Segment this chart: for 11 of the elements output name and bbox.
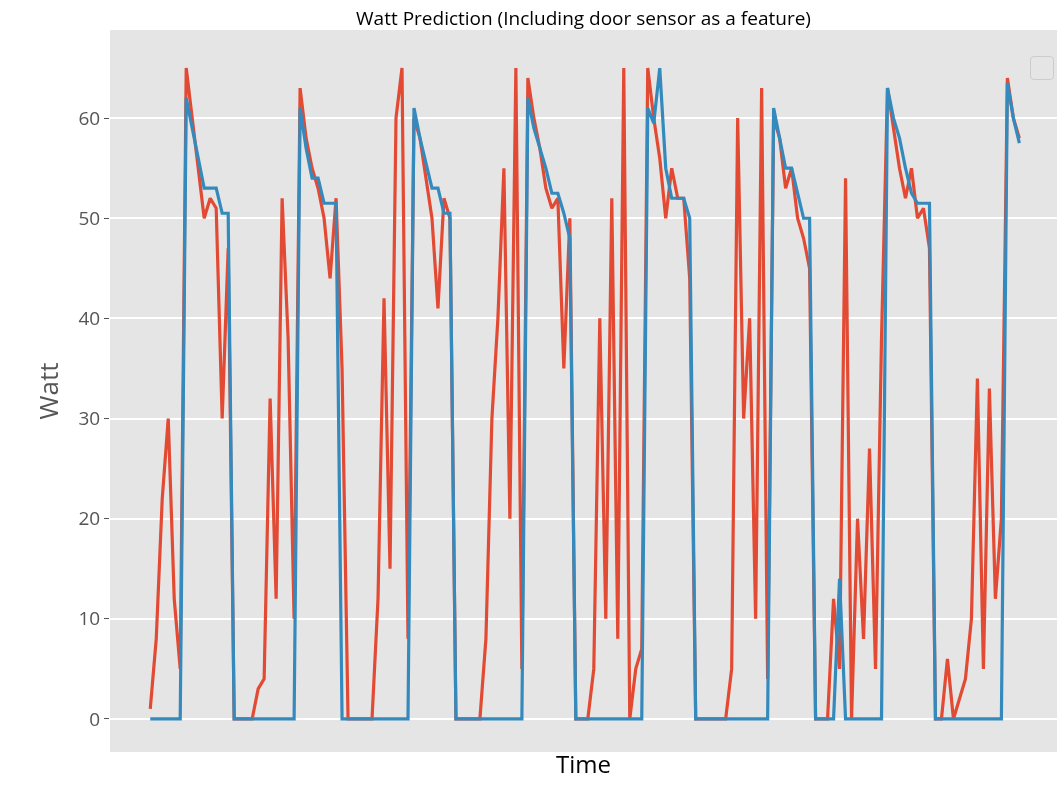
y-tick-label: 10: [78, 605, 101, 632]
y-tick-label: 50: [78, 204, 101, 231]
y-axis-title: Watt: [29, 362, 66, 420]
y-tick-label: 0: [89, 705, 101, 732]
y-tick-label: 20: [78, 505, 101, 532]
y-tick-label: 60: [78, 104, 101, 131]
line-series: [148, 66, 1021, 721]
x-axis-title: Time: [556, 747, 611, 781]
y-tick-label: 30: [78, 405, 101, 432]
chart-title: Watt Prediction (Including door sensor as a feature): [356, 5, 811, 32]
y-tick-label: 40: [78, 305, 101, 332]
